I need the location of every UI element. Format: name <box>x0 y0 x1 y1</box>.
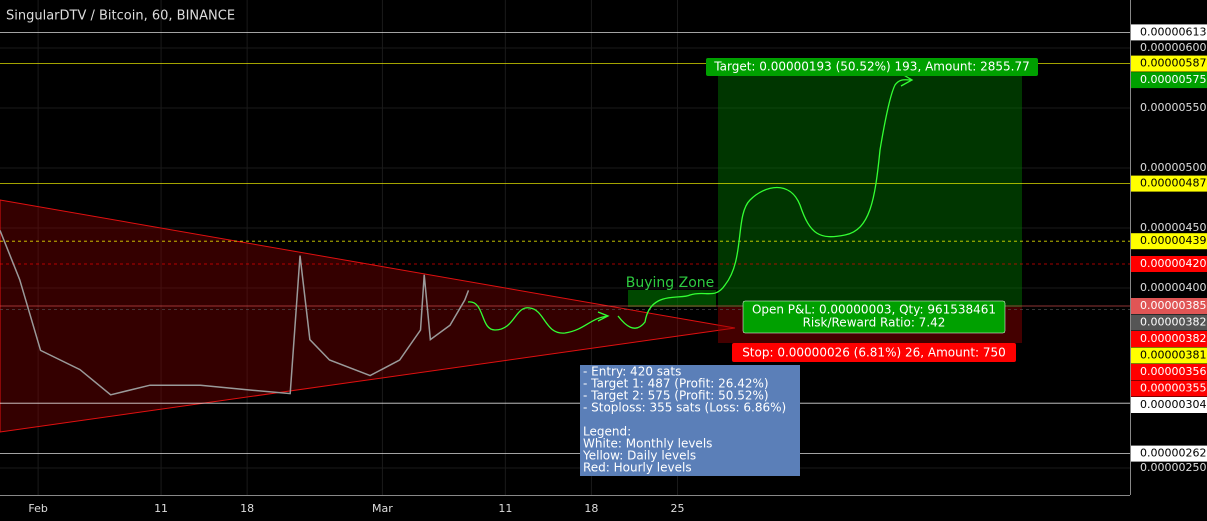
note-line: - Target 1: 487 (Profit: 26.42%) <box>583 377 769 391</box>
level-label: 0.00000487 <box>1140 177 1206 190</box>
level-label: 0.00000304 <box>1140 398 1206 411</box>
target-box <box>706 58 1038 76</box>
level-tag <box>1131 380 1207 397</box>
level-label: 0.00000262 <box>1140 447 1206 460</box>
level-label: 0.00000355 <box>1140 382 1206 395</box>
levels <box>0 32 1130 455</box>
level-tag <box>1131 24 1207 41</box>
level-tag <box>1131 175 1207 192</box>
level-label: 0.00000385 <box>1140 299 1206 312</box>
x-tick-label: Mar <box>372 502 393 515</box>
note-line: - Stoploss: 355 sats (Loss: 6.86%) <box>583 401 786 415</box>
y-tick-label: 0.00000400 <box>1140 281 1206 294</box>
pnl-label: Risk/Reward Ratio: 7.42 <box>803 316 946 330</box>
level-tag <box>1131 314 1207 331</box>
level-label: 0.00000381 <box>1140 349 1206 362</box>
level-label: 0.00000587 <box>1140 57 1206 70</box>
level-tag <box>1131 55 1207 72</box>
series <box>0 230 470 396</box>
y-tick-label: 0.00000450 <box>1140 221 1206 234</box>
notes: - Entry: 420 sats- Target 1: 487 (Profit… <box>582 365 786 475</box>
projection-path <box>467 73 914 334</box>
level-tag <box>1131 331 1207 347</box>
note-line: White: Monthly levels <box>583 437 712 451</box>
pnl-box <box>742 300 1006 334</box>
stop-box <box>732 343 1016 362</box>
note-line: Yellow: Daily levels <box>582 449 696 463</box>
level-tag <box>1131 364 1207 380</box>
level-tag <box>1131 256 1207 272</box>
level-label: 0.00000439 <box>1140 234 1206 247</box>
y-tick-label: 0.00000500 <box>1140 161 1206 174</box>
y-tick-label: 0.00000250 <box>1140 461 1206 474</box>
target-zone <box>718 64 1022 307</box>
stop-label: Stop: 0.00000026 (6.81%) 26, Amount: 750 <box>742 346 1006 360</box>
level-label: 0.00000613 <box>1140 25 1206 38</box>
x-tick-label: 25 <box>671 502 685 515</box>
x-tick-label: 18 <box>584 502 598 515</box>
level-tag <box>1131 347 1207 364</box>
note-line: - Entry: 420 sats <box>583 365 681 379</box>
axis-labels: 0.00000600 0.00000550 0.00000500 0.00000450… <box>28 24 1207 515</box>
level-label: 0.00000382 <box>1140 332 1206 345</box>
grid <box>0 0 1130 495</box>
x-tick-label: 11 <box>154 502 168 515</box>
level-label: 0.00000420 <box>1140 257 1206 270</box>
target-label: Target: 0.00000193 (50.52%) 193, Amount:… <box>713 60 1029 74</box>
level-tag <box>1131 397 1207 413</box>
note-line: Legend: <box>583 425 631 439</box>
level-label: 0.00000382 <box>1140 316 1206 329</box>
price-line <box>0 230 470 396</box>
chart-title: SingularDTV / Bitcoin, 60, BINANCE <box>6 9 235 24</box>
y-tick-label: 0.00000550 <box>1140 101 1206 114</box>
pnl-label: Open P&L: 0.00000003, Qty: 961538461 <box>752 303 996 317</box>
y-tick-label: 0.00000600 <box>1140 41 1206 54</box>
level-tag <box>1131 72 1207 89</box>
level-tag <box>1131 298 1207 314</box>
buying-zone-label: Buying Zone <box>626 275 715 291</box>
note-line: - Target 2: 575 (Profit: 50.52%) <box>583 389 769 403</box>
x-tick-label: 18 <box>240 502 254 515</box>
buying-zone-box <box>628 290 716 307</box>
x-tick-label: Feb <box>28 502 47 515</box>
level-label: 0.00000356 <box>1140 365 1206 378</box>
level-tag <box>1131 233 1207 250</box>
note-line: Red: Hourly levels <box>583 461 692 475</box>
level-label: 0.00000575 <box>1140 73 1206 86</box>
x-tick-label: 11 <box>498 502 512 515</box>
notes-box <box>580 365 800 476</box>
level-tag <box>1131 445 1207 462</box>
